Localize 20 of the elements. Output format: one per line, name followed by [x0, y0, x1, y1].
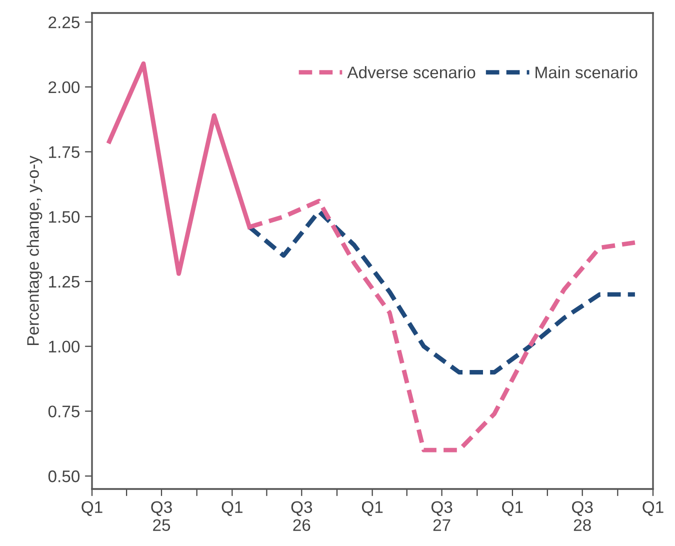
x-tick-label: Q3 26 [291, 501, 312, 531]
x-tick-label: Q3 25 [151, 501, 172, 531]
x-tick-label: Q1 [642, 501, 664, 516]
legend-label: Adverse scenario [347, 66, 476, 78]
x-tick-label: Q3 27 [431, 501, 452, 531]
y-tick-label: 1.75 [49, 146, 80, 158]
x-tick-label: Q1 [222, 501, 242, 516]
y-tick-label: 0.50 [48, 470, 80, 482]
y-tick-label: 1.50 [49, 211, 80, 223]
y-tick-label: 1.00 [49, 340, 80, 353]
y-tick-label: 0.75 [48, 406, 80, 418]
x-tick-label: Q1 [502, 501, 523, 516]
y-tick-label: 1.25 [49, 276, 80, 288]
x-tick-label: Q3 28 [572, 501, 593, 531]
y-tick-label: 2.00 [48, 81, 80, 94]
y-tick-label: 2.25 [48, 16, 80, 28]
x-tick-label: Q1 [82, 501, 102, 516]
legend-label: Main scenario [536, 66, 638, 78]
x-tick-label: Q1 [362, 501, 383, 516]
y-axis-title: Percentage change, y-o-y [26, 156, 42, 346]
